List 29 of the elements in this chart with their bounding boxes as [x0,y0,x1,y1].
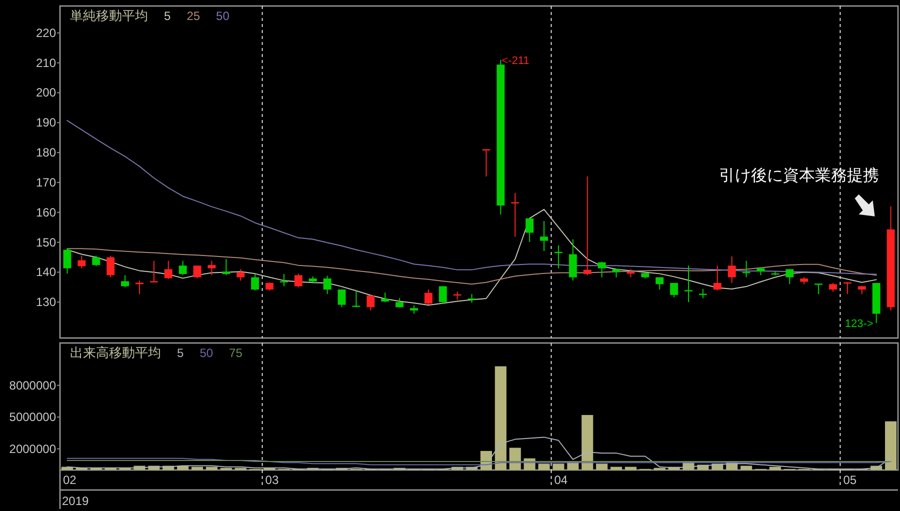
y-tick-label: 200 [36,86,56,100]
y-tick-label: 160 [36,205,56,220]
text: 5 [177,346,184,360]
x-tick-label: 05 [843,473,857,487]
y-tick-label: 140 [36,265,56,280]
y-tick-label: 210 [36,56,56,70]
text: 75 [229,346,243,360]
y-tick-label: 170 [36,175,56,190]
y-tick-label: 190 [36,116,56,130]
x-tick-label: 04 [554,473,568,487]
y-tick-label: 220 [36,26,56,40]
x-tick-label: 03 [265,473,279,487]
annotation: <-211 [502,54,530,67]
annotation: 123-> [844,318,874,330]
annotation: 引け後に資本業務提携 [718,166,879,184]
text: 50 [200,346,214,360]
text: 25 [186,9,200,23]
y-tick-label: 5000000 [9,410,56,424]
x-tick-label: 02 [63,473,77,487]
legend-title: 単純移動平均 [70,8,148,23]
y-tick-label: 180 [36,146,56,160]
x-axis-title: 2019 [62,494,90,508]
y-tick-label: 150 [36,235,56,250]
text: 5 [164,9,171,23]
legend-title: 出来高移動平均 [70,345,161,360]
y-tick-label: 8000000 [9,378,56,392]
y-tick-label: 2000000 [9,442,56,456]
y-tick-label: 130 [36,295,56,310]
text: 50 [216,9,230,23]
